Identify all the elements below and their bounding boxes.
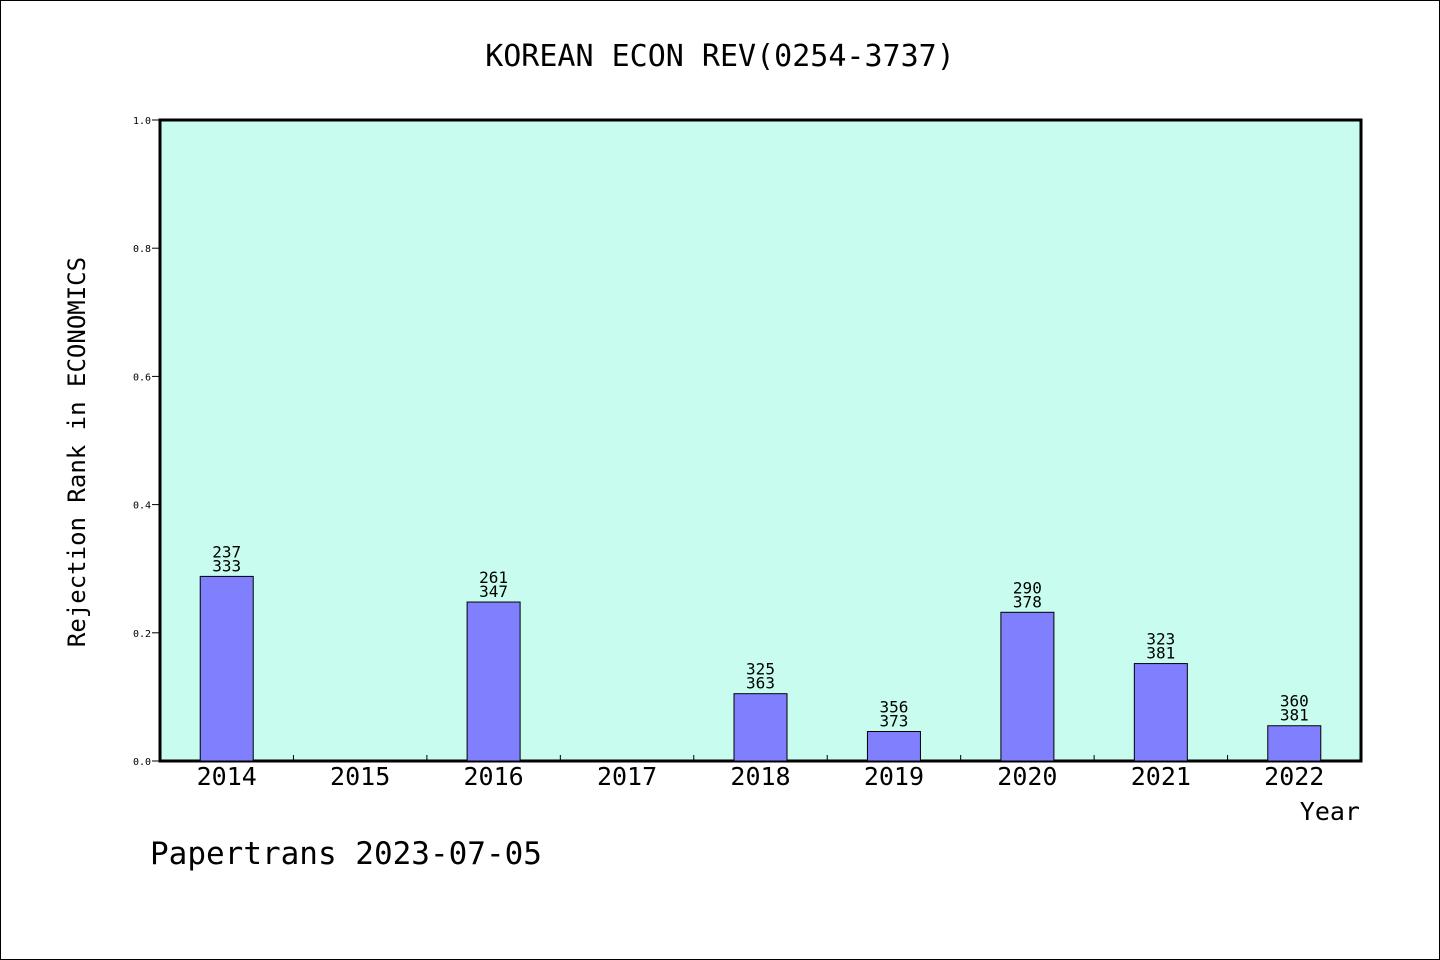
- bar-label-top: 237: [212, 542, 241, 561]
- bar-label-bottom: 378: [1013, 592, 1042, 611]
- y-tick-label: 0.4: [133, 501, 151, 512]
- bar: [866, 731, 921, 762]
- x-tick-label: 2019: [864, 762, 924, 791]
- x-tick-label: 2016: [464, 762, 524, 791]
- bars: 2373332613473253633563732903783233813603…: [199, 542, 1322, 762]
- x-tick-label: 2020: [997, 762, 1057, 791]
- bar: [1133, 663, 1188, 762]
- bar: [733, 693, 788, 762]
- x-axis: 2014 2015 2016 2017 2018 2019 2020 2021 2022: [197, 755, 1324, 791]
- plot-area: [158, 118, 1363, 763]
- bar-label-bottom: 381: [1146, 644, 1175, 663]
- bar: [1267, 725, 1322, 762]
- bar-label-top: 290: [1013, 578, 1042, 597]
- x-tick-label: 2018: [730, 762, 790, 791]
- bar: [199, 575, 254, 762]
- y-tick-label: 0.0: [133, 757, 151, 768]
- bar-label-top: 356: [879, 698, 908, 717]
- x-tick-label: 2022: [1264, 762, 1324, 791]
- footer-text: Papertrans 2023-07-05: [150, 836, 542, 872]
- x-tick-label: 2014: [197, 762, 257, 791]
- y-tick-label: 1.0: [133, 116, 151, 127]
- bar-label-bottom: 373: [879, 712, 908, 731]
- x-axis-label: Year: [1300, 797, 1360, 826]
- y-axis: 0.0 0.2 0.4 0.6 0.8 1.0: [133, 116, 160, 768]
- y-axis-label: Rejection Rank in ECONOMICS: [63, 257, 91, 647]
- bar-label-bottom: 347: [479, 582, 508, 601]
- y-tick-label: 0.8: [133, 244, 151, 255]
- bar-label-bottom: 363: [746, 674, 775, 693]
- bar-label-bottom: 333: [212, 556, 241, 575]
- bar-label-top: 261: [479, 568, 508, 587]
- bar-label-top: 325: [746, 660, 775, 679]
- x-tick-label: 2017: [597, 762, 657, 791]
- chart-title: KOREAN ECON REV(0254-3737): [485, 39, 955, 74]
- y-tick-label: 0.2: [133, 629, 151, 640]
- x-tick-label: 2015: [330, 762, 390, 791]
- bar: [466, 601, 521, 762]
- x-tick-label: 2021: [1131, 762, 1191, 791]
- bar-label-bottom: 381: [1280, 706, 1309, 725]
- bar-label-top: 360: [1280, 692, 1309, 711]
- y-tick-label: 0.6: [133, 372, 151, 383]
- bar-label-top: 323: [1146, 630, 1175, 649]
- bar: [1000, 611, 1055, 762]
